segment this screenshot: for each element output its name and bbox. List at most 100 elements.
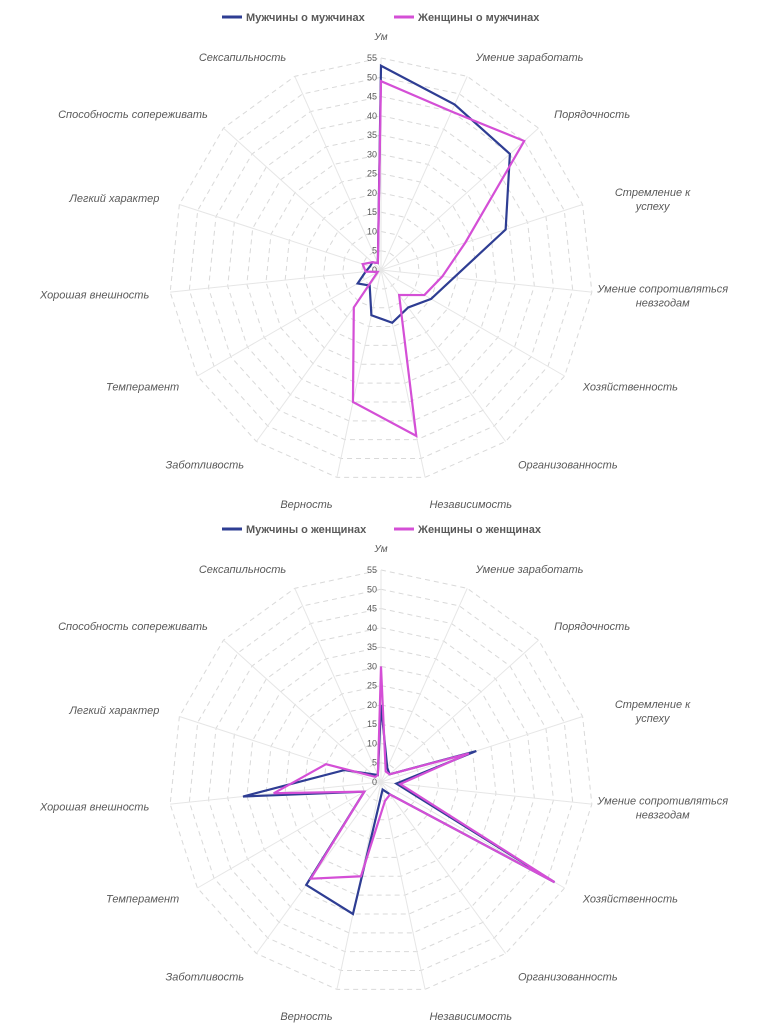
grid-ring-50 bbox=[188, 588, 574, 972]
spoke-10 bbox=[197, 269, 382, 377]
grid-ring-20 bbox=[303, 704, 459, 858]
category-label-заботливость: Заботливость bbox=[166, 972, 245, 984]
spoke-5 bbox=[380, 269, 565, 377]
series-line-2 bbox=[351, 79, 526, 438]
series-polygons bbox=[242, 666, 556, 916]
category-label-заботливость: Заботливость bbox=[166, 460, 245, 472]
radial-axis-title: Ум bbox=[373, 544, 387, 555]
grid-ring-10 bbox=[342, 230, 420, 309]
tick-label-20: 20 bbox=[367, 700, 377, 710]
spoke-12 bbox=[179, 716, 382, 783]
series-line-2 bbox=[273, 666, 556, 884]
spoke-7 bbox=[380, 781, 426, 990]
grid-ring-40 bbox=[227, 627, 535, 934]
category-label-сексапильность: Сексапильность bbox=[199, 564, 287, 576]
category-labels: Умение заработать Порядочность Стремление … bbox=[39, 52, 728, 511]
category-label-стремление-к-успеху: Стремление к успеху bbox=[615, 699, 691, 725]
tick-label-45: 45 bbox=[367, 92, 377, 102]
category-label-порядочность: Порядочность bbox=[554, 621, 630, 633]
radial-axis-title: Ум bbox=[373, 32, 387, 43]
series-line-1 bbox=[242, 704, 556, 916]
grid-ring-55 bbox=[169, 57, 593, 478]
tick-label-0: 0 bbox=[372, 265, 377, 275]
grid-ring-10 bbox=[342, 742, 420, 821]
legend: Мужчины о женщинах Женщины о женщинах bbox=[222, 524, 542, 536]
spoke-2 bbox=[380, 639, 539, 783]
tick-label-10: 10 bbox=[367, 738, 377, 748]
legend-label-series-2: Женщины о женщинах bbox=[417, 524, 542, 536]
radar-grid bbox=[169, 57, 593, 478]
tick-label-45: 45 bbox=[367, 604, 377, 614]
category-label-порядочность: Порядочность bbox=[554, 109, 630, 121]
category-label-темперамент: Темперамент bbox=[106, 894, 179, 906]
category-label-верность: Верность bbox=[280, 499, 332, 511]
tick-label-40: 40 bbox=[367, 111, 377, 121]
tick-label-5: 5 bbox=[372, 246, 377, 256]
legend-label-series-2: Женщины о мужчинах bbox=[417, 12, 540, 24]
tick-label-55: 55 bbox=[367, 565, 377, 575]
radar-chart-men: Мужчины о мужчинах Женщины о мужчинах 0 5… bbox=[39, 12, 728, 511]
category-label-стремление-к-успеху: Стремление к успеху bbox=[615, 187, 691, 213]
spoke-13 bbox=[223, 639, 382, 783]
tick-label-20: 20 bbox=[367, 188, 377, 198]
category-labels: Умение заработать Порядочность Стремление … bbox=[39, 564, 728, 1023]
spoke-6 bbox=[380, 269, 507, 442]
category-label-хозяйственность: Хозяйственность bbox=[582, 382, 678, 394]
spoke-4 bbox=[380, 781, 592, 805]
radial-tick-labels: 0 5 10 15 20 25 30 35 40 45 50 55 bbox=[367, 53, 377, 275]
category-label-легкий-характер: Легкий характер bbox=[68, 193, 159, 205]
grid-ring-20 bbox=[303, 192, 459, 346]
radar-chart-women: Мужчины о женщинах Женщины о женщинах 0 5… bbox=[39, 524, 728, 1023]
spoke-14 bbox=[294, 76, 382, 271]
grid-ring-30 bbox=[265, 153, 497, 384]
category-label-независимость: Независимость bbox=[429, 499, 512, 511]
category-label-хорошая-внешность: Хорошая внешность bbox=[39, 289, 150, 301]
spoke-8 bbox=[336, 269, 382, 478]
category-label-сексапильность: Сексапильность bbox=[199, 52, 287, 64]
category-label-умение-заработать: Умение заработать bbox=[475, 564, 584, 576]
spoke-7 bbox=[380, 269, 426, 478]
tick-label-55: 55 bbox=[367, 53, 377, 63]
tick-label-30: 30 bbox=[367, 149, 377, 159]
category-label-независимость: Независимость bbox=[429, 1011, 512, 1023]
legend-label-series-1: Мужчины о женщинах bbox=[246, 524, 367, 536]
spoke-1 bbox=[380, 76, 468, 271]
spoke-4 bbox=[380, 269, 592, 293]
grid-ring-50 bbox=[188, 76, 574, 460]
grid-ring-15 bbox=[322, 211, 440, 328]
grid-ring-45 bbox=[207, 96, 555, 441]
tick-label-10: 10 bbox=[367, 226, 377, 236]
tick-label-30: 30 bbox=[367, 661, 377, 671]
category-label-способность-сопереживать: Способность сопереживать bbox=[58, 621, 208, 633]
category-label-хорошая-внешность: Хорошая внешность bbox=[39, 801, 150, 813]
tick-label-25: 25 bbox=[367, 681, 377, 691]
grid-ring-25 bbox=[284, 173, 478, 365]
spoke-1 bbox=[380, 588, 468, 783]
spoke-11 bbox=[170, 269, 382, 293]
grid-ring-55 bbox=[169, 569, 593, 990]
tick-label-0: 0 bbox=[372, 777, 377, 787]
tick-label-50: 50 bbox=[367, 72, 377, 82]
category-label-легкий-характер: Легкий характер bbox=[68, 705, 159, 717]
tick-label-35: 35 bbox=[367, 130, 377, 140]
grid-ring-25 bbox=[284, 685, 478, 877]
grid-ring-15 bbox=[322, 723, 440, 840]
tick-label-35: 35 bbox=[367, 642, 377, 652]
radar-grid bbox=[169, 569, 593, 990]
category-label-организованность: Организованность bbox=[518, 972, 618, 984]
grid-ring-45 bbox=[207, 608, 555, 953]
spoke-14 bbox=[294, 588, 382, 783]
series-line-1 bbox=[355, 63, 512, 325]
category-label-умение-сопротивляться-невзгодам: Умение сопротивляться невзгодам bbox=[596, 795, 728, 821]
spoke-2 bbox=[380, 127, 539, 271]
category-label-организованность: Организованность bbox=[518, 460, 618, 472]
spoke-10 bbox=[197, 781, 382, 889]
legend-label-series-1: Мужчины о мужчинах bbox=[246, 12, 366, 24]
category-label-умение-сопротивляться-невзгодам: Умение сопротивляться невзгодам bbox=[596, 283, 728, 309]
tick-label-5: 5 bbox=[372, 758, 377, 768]
category-label-способность-сопереживать: Способность сопереживать bbox=[58, 109, 208, 121]
spoke-3 bbox=[380, 716, 583, 783]
category-label-темперамент: Темперамент bbox=[106, 382, 179, 394]
legend: Мужчины о мужчинах Женщины о мужчинах bbox=[222, 12, 540, 24]
grid-ring-5 bbox=[361, 250, 401, 290]
